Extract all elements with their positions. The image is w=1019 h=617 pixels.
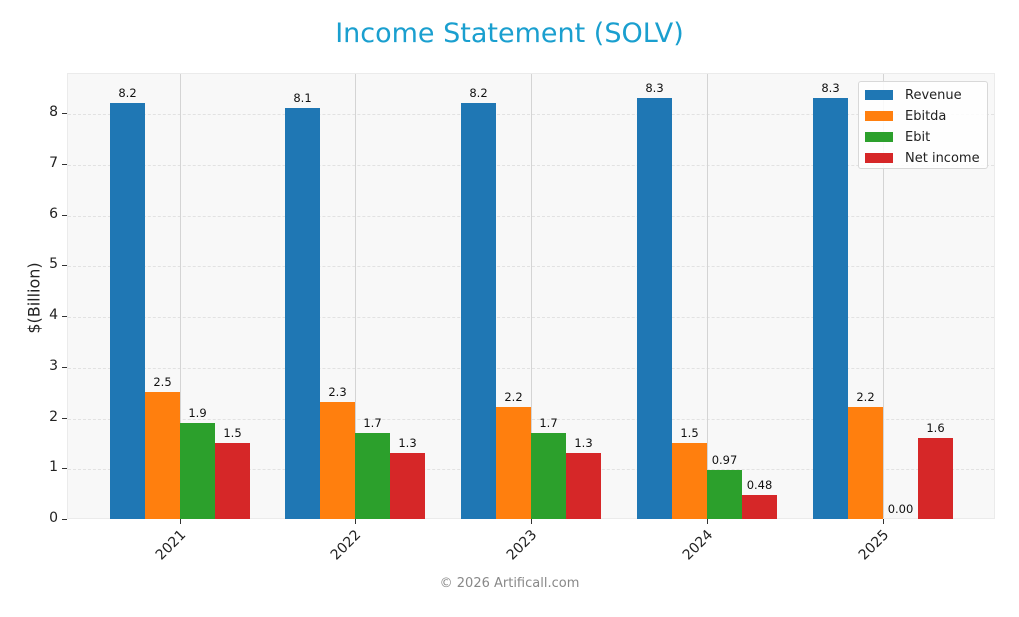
bar-value-label: 1.9 [188, 405, 207, 420]
revenue-swatch [865, 90, 893, 100]
bar-value-label: 0.48 [746, 477, 773, 492]
bar-revenue-2024 [637, 97, 672, 519]
y-tick-label: 5 [49, 256, 58, 273]
x-tick-label: 2025 [855, 527, 893, 564]
bar-value-label: 1.3 [574, 436, 593, 451]
y-tick-mark [62, 265, 67, 267]
y-tick-mark [62, 417, 67, 419]
bar-ebitda-2021 [145, 392, 180, 519]
net-income-swatch [865, 153, 893, 163]
x-tick-mark [180, 519, 181, 524]
x-tick-label: 2021 [152, 527, 190, 564]
bar-ebit-2021 [180, 422, 215, 519]
y-tick-mark [62, 163, 67, 165]
y-tick-label: 1 [49, 459, 58, 476]
bar-value-label: 2.3 [328, 385, 347, 400]
vertical-gridline [355, 74, 356, 518]
vertical-gridline [531, 74, 532, 518]
bar-value-label: 2.2 [504, 390, 523, 405]
bar-ebit-2024 [707, 469, 742, 519]
y-tick-mark [62, 214, 67, 216]
bar-ebitda-2024 [672, 442, 707, 519]
y-tick-label: 6 [49, 205, 58, 222]
vertical-gridline [707, 74, 708, 518]
legend: Revenue Ebitda Ebit Net income [858, 81, 988, 169]
chart-title: Income Statement (SOLV) [335, 18, 684, 49]
y-tick-label: 7 [49, 154, 58, 171]
bar-revenue-2022 [285, 107, 320, 519]
x-tick-label: 2024 [679, 527, 717, 564]
bar-value-label: 8.2 [118, 85, 137, 100]
y-tick-label: 0 [49, 510, 58, 526]
bar-value-label: 1.3 [398, 436, 417, 451]
bar-revenue-2021 [110, 102, 145, 519]
bar-value-label: 2.5 [153, 375, 172, 390]
y-tick-mark [62, 519, 67, 520]
y-tick-mark [62, 316, 67, 317]
bar-value-label: 2.2 [856, 390, 875, 405]
x-tick-mark [355, 519, 356, 524]
x-tick-mark [531, 519, 532, 524]
vertical-gridline [180, 74, 181, 518]
bar-value-label: 1.5 [680, 425, 699, 440]
bar-ebitda-2025 [848, 407, 883, 519]
ebitda-swatch [865, 111, 893, 121]
y-tick-mark [62, 113, 67, 114]
vertical-gridline [883, 74, 884, 518]
x-tick-mark [883, 519, 884, 524]
y-tick-label: 3 [49, 357, 58, 374]
bar-net-income-2022 [390, 453, 425, 519]
bar-value-label: 1.5 [223, 425, 242, 440]
x-tick-label: 2022 [327, 527, 365, 564]
legend-label: Ebitda [905, 108, 947, 124]
y-tick-label: 8 [49, 104, 58, 120]
y-tick-mark [62, 366, 67, 368]
bar-net-income-2023 [566, 453, 601, 519]
bar-value-label: 1.7 [363, 415, 382, 430]
bar-value-label: 1.7 [539, 415, 558, 430]
bar-value-label: 8.2 [469, 85, 488, 100]
bar-net-income-2025 [918, 437, 953, 519]
bar-ebitda-2022 [320, 402, 355, 519]
legend-label: Ebit [905, 129, 931, 145]
bar-revenue-2025 [813, 97, 848, 519]
bar-revenue-2023 [461, 102, 496, 519]
bar-ebit-2023 [531, 432, 566, 519]
ebit-swatch [865, 132, 893, 142]
bar-net-income-2024 [742, 494, 777, 519]
bar-value-label: 8.3 [645, 80, 664, 95]
legend-item-ebitda: Ebitda [865, 108, 947, 124]
bar-ebitda-2023 [496, 407, 531, 519]
bar-value-label: 0.97 [711, 452, 738, 467]
legend-label: Revenue [905, 87, 962, 103]
bar-net-income-2021 [215, 442, 250, 519]
legend-label: Net income [905, 150, 980, 166]
y-tick-label: 2 [49, 408, 58, 425]
legend-item-revenue: Revenue [865, 87, 962, 103]
bar-value-label: 8.3 [821, 80, 840, 95]
x-tick-mark [707, 519, 708, 524]
bar-value-label: 0.00 [887, 502, 914, 516]
copyright-footer: © 2026 Artificall.com [439, 576, 580, 591]
y-tick-mark [62, 468, 67, 470]
legend-item-net-income: Net income [865, 150, 980, 166]
legend-item-ebit: Ebit [865, 129, 931, 145]
bar-value-label: 8.1 [293, 90, 312, 105]
x-tick-label: 2023 [503, 527, 541, 564]
bar-value-label: 1.6 [926, 420, 945, 435]
y-tick-label: 4 [49, 307, 58, 323]
bar-ebit-2022 [355, 432, 390, 519]
